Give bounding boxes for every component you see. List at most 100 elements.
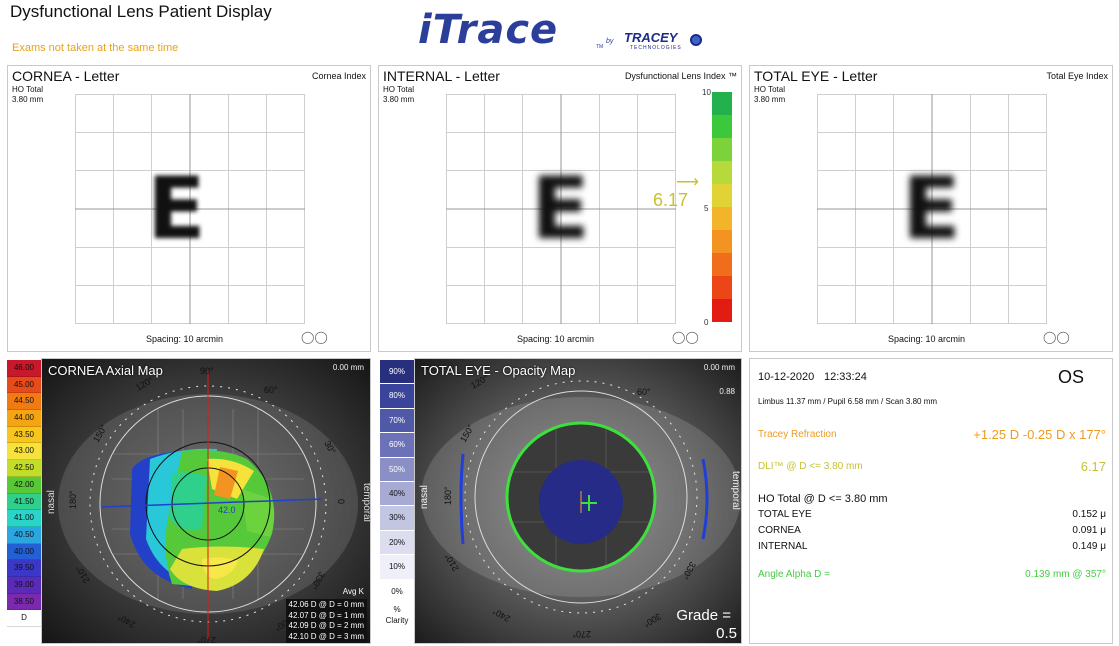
ho-total-text: HO Total [383, 85, 414, 94]
panel-title: CORNEA - Letter [12, 68, 120, 84]
legend-step: 40.50 [7, 526, 41, 544]
dli-color-scale [712, 92, 732, 322]
legend-unit: D [7, 610, 41, 627]
ho-total-label: HO Total 3.80 mm [383, 85, 414, 105]
size-text: 3.80 mm [12, 95, 44, 104]
axial-zero-mm: 0.00 mm [332, 363, 364, 372]
opacity-map-title: TOTAL EYE - Opacity Map [421, 363, 576, 378]
legend-step: 70% [380, 408, 414, 434]
size-text: 3.80 mm [383, 95, 415, 104]
dli-label: DLI™ @ D <= 3.80 mm [758, 461, 863, 472]
total-eye-index-label: Total Eye Index [1046, 71, 1108, 81]
legend-step: 50% [380, 457, 414, 482]
ho-total-text: HO Total [12, 85, 43, 94]
avg-k-row: 42.07 D @ D = 1 mm [288, 610, 364, 620]
blurred-letter-e: E [902, 159, 961, 259]
eye-label: OS [1057, 367, 1084, 387]
ho-row-value: 0.149 μ [1072, 541, 1106, 552]
dli-arrow-icon: ⟶ [676, 174, 699, 191]
ho-total-label: HO Total 3.80 mm [754, 85, 785, 105]
legend-step: 42.00 [7, 476, 41, 494]
exam-time: 12:33:24 [824, 371, 867, 383]
ho-total-text: HO Total [754, 85, 785, 94]
ho-row-value: 0.091 μ [1072, 525, 1106, 536]
glasses-icon[interactable]: ◯◯ [672, 330, 699, 344]
scale-mid: 5 [704, 204, 709, 213]
ho-row-label: CORNEA [758, 525, 801, 536]
legend-step: 40.00 [7, 543, 41, 561]
avg-k-row: 42.09 D @ D = 2 mm [288, 621, 364, 630]
internal-letter-panel[interactable]: INTERNAL - Letter Dysfunctional Lens Ind… [378, 65, 742, 352]
nasal-label: nasal [46, 490, 57, 514]
dli-value: 6.17 [1080, 459, 1106, 474]
k-value: 42.0 [218, 505, 236, 515]
exam-info-panel: 10-12-2020 12:33:24 OS Limbus 11.37 mm /… [749, 358, 1113, 644]
measurements: Limbus 11.37 mm / Pupil 6.58 mm / Scan 3… [758, 397, 938, 406]
angle-alpha-label: Angle Alpha D = [758, 569, 830, 580]
exam-warning: Exams not taken at the same time [12, 42, 179, 54]
deg-270: 270° [197, 635, 216, 644]
legend-step: 39.00 [7, 576, 41, 594]
legend-step: 10% [380, 555, 414, 580]
cornea-letter-panel[interactable]: CORNEA - Letter Cornea Index HO Total 3.… [7, 65, 371, 352]
legend-step: 80% [380, 384, 414, 409]
temporal-label: temporal [730, 471, 741, 510]
opacity-map-panel[interactable]: 120° 60° 150° 180° 210° 240° 270° 300° 3… [414, 358, 742, 644]
itrace-logo: iTrace [418, 7, 559, 53]
logo-by: by [606, 38, 614, 45]
legend-step: 20% [380, 530, 414, 556]
ho-row-value: 0.152 μ [1072, 509, 1106, 520]
axial-color-legend: 46.00 45.00 44.50 44.00 43.50 43.00 42.5… [7, 360, 41, 627]
opacity-value: 0.88 [719, 387, 735, 396]
legend-step: 38.50 [7, 593, 41, 611]
refraction-label: Tracey Refraction [758, 429, 837, 440]
app-title: Dysfunctional Lens Patient Display [10, 2, 272, 21]
clarity-legend: 90% 80% 70% 60% 50% 40% 30% 20% 10% 0% %… [380, 360, 414, 629]
legend-step: 44.50 [7, 393, 41, 411]
blurred-letter-e: E [531, 159, 590, 259]
nasal-label: nasal [419, 485, 430, 509]
glasses-icon[interactable]: ◯◯ [301, 330, 328, 344]
grade-value: 0.5 [716, 625, 737, 642]
blurred-letter-e: E [147, 159, 206, 259]
legend-step: 44.00 [7, 410, 41, 427]
grade-label: Grade = [676, 607, 731, 624]
legend-step: 0% [380, 579, 414, 604]
deg-270: 270° [572, 629, 591, 639]
avg-k-row: 42.10 D @ D = 3 mm [288, 631, 364, 641]
letter-grid [75, 94, 305, 324]
legend-step: 39.50 [7, 560, 41, 577]
size-text: 3.80 mm [754, 95, 786, 104]
dli-value: 6.17 [653, 190, 689, 210]
legend-step: 43.00 [7, 443, 41, 461]
tracey-logo: TRACEY [624, 30, 678, 45]
avg-k-row: 42.06 D @ D = 0 mm [288, 600, 364, 609]
ho-row-label: INTERNAL [758, 541, 808, 552]
dli-index-label: Dysfunctional Lens Index ™ [624, 71, 737, 81]
cornea-index-label: Cornea Index [311, 71, 366, 81]
legend-step: 41.50 [7, 493, 41, 511]
axial-map-title: CORNEA Axial Map [48, 363, 163, 378]
legend-unit: % Clarity [380, 603, 414, 629]
glasses-icon[interactable]: ◯◯ [1043, 330, 1070, 344]
total-eye-letter-panel[interactable]: TOTAL EYE - Letter Total Eye Index HO To… [749, 65, 1113, 352]
ho-total-label: HO Total 3.80 mm [12, 85, 43, 105]
axial-map-canvas: 42.0 90° 60° 120° 150° 180° 210° 240° 27… [42, 359, 370, 644]
letter-grid [817, 94, 1047, 324]
legend-step: 40% [380, 481, 414, 507]
exam-date: 10-12-2020 [758, 371, 815, 383]
avg-k-title: Avg K [342, 587, 364, 596]
axial-map-panel[interactable]: 42.0 90° 60° 120° 150° 180° 210° 240° 27… [41, 358, 371, 644]
spacing-label: Spacing: 10 arcmin [517, 334, 595, 344]
deg-90: 90° [200, 366, 214, 376]
opacity-map-canvas: 120° 60° 150° 180° 210° 240° 270° 300° 3… [415, 359, 741, 643]
spacing-label: Spacing: 10 arcmin [146, 334, 224, 344]
legend-step: 30% [380, 506, 414, 531]
legend-step: 45.00 [7, 376, 41, 394]
legend-step: 90% [380, 360, 414, 385]
legend-step: 43.50 [7, 426, 41, 444]
logo-trademark: TM [596, 44, 604, 50]
ho-row-label: TOTAL EYE [758, 509, 812, 520]
deg-180: 180° [68, 490, 78, 509]
tracey-subtitle: TECHNOLOGIES [630, 45, 682, 51]
